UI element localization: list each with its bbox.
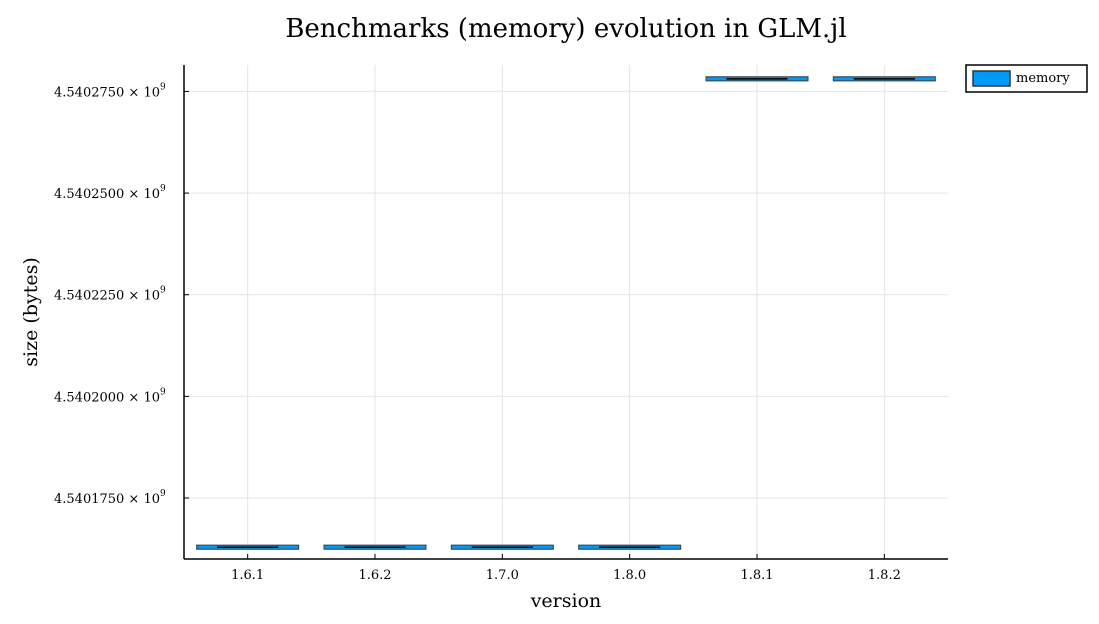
y-tick-label: 4.5402500 × 109 <box>54 184 166 202</box>
x-tick-label: 1.6.1 <box>231 568 264 583</box>
x-tick-label: 1.7.0 <box>486 568 519 583</box>
y-axis-label: size (bytes) <box>20 257 42 366</box>
y-tick-exponent: 9 <box>160 82 166 92</box>
y-tick-label: 4.5401750 × 109 <box>54 489 166 507</box>
x-tick-label: 1.6.2 <box>358 568 391 583</box>
legend-swatch <box>972 70 1011 87</box>
y-tick-exponent: 9 <box>160 286 166 296</box>
y-tick-exponent: 9 <box>160 184 166 194</box>
x-ticks: 1.6.1 1.6.2 1.7.0 1.8.0 1.8.1 1.8.2 <box>231 554 901 583</box>
x-axis-label: version <box>530 590 602 612</box>
y-tick-exponent: 9 <box>160 489 166 499</box>
chart-title: Benchmarks (memory) evolution in GLM.jl <box>285 14 846 44</box>
grid <box>184 65 948 559</box>
y-tick-label: 4.5402000 × 109 <box>54 387 166 405</box>
y-tick-label: 4.5402250 × 109 <box>54 286 166 304</box>
boxes <box>196 76 936 550</box>
y-ticks: 4.5401750 × 109 4.5402000 × 109 4.5402250 … <box>54 82 189 507</box>
x-tick-label: 1.8.1 <box>740 568 773 583</box>
x-tick-label: 1.8.2 <box>868 568 901 583</box>
axes <box>183 65 948 560</box>
x-tick-label: 1.8.0 <box>613 568 646 583</box>
legend-label: memory <box>1016 71 1070 86</box>
y-tick-label: 4.5402750 × 109 <box>54 82 166 100</box>
legend: memory <box>965 64 1088 93</box>
y-tick-exponent: 9 <box>160 387 166 397</box>
